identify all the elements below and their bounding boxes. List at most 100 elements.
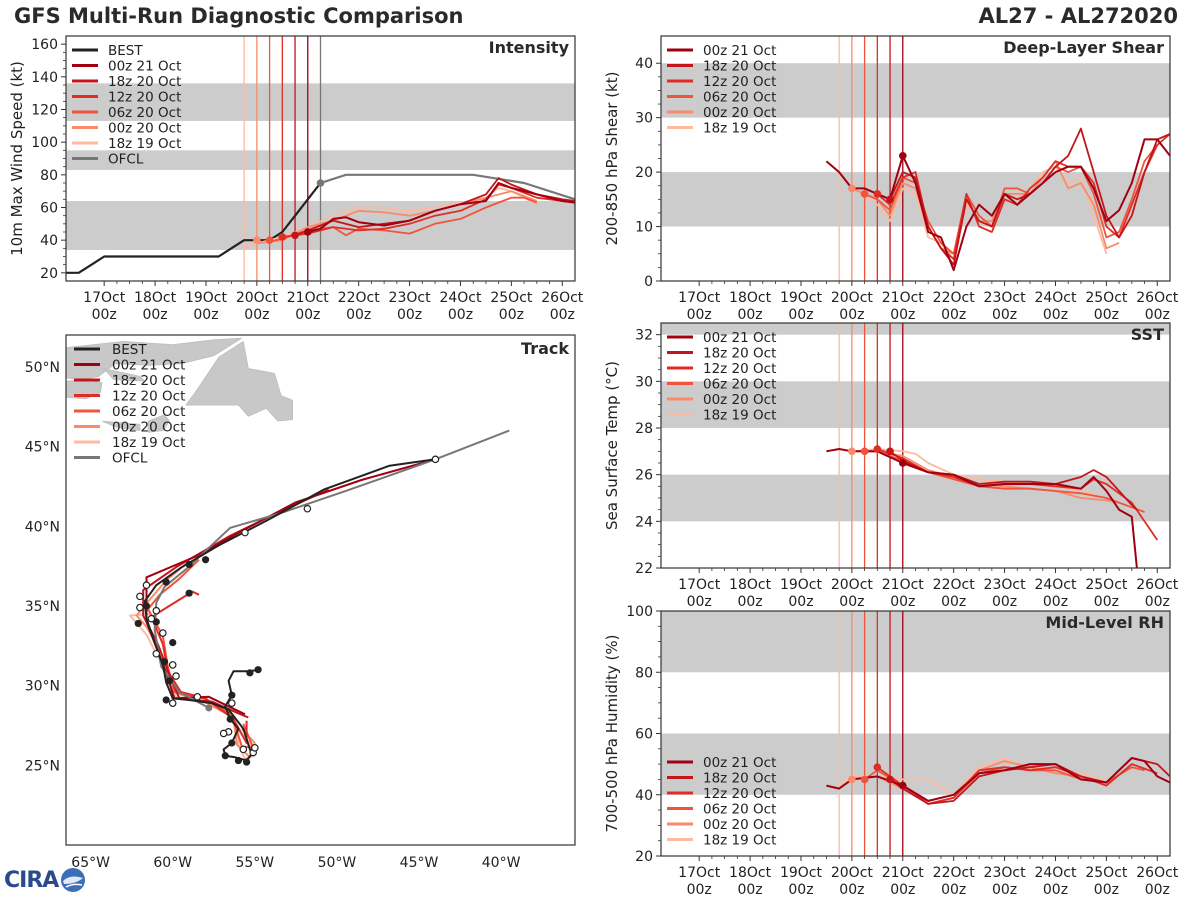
legend-label: OFCL — [108, 152, 144, 168]
shear-panel: 01020304017Oct00z18Oct00z19Oct00z20Oct00… — [603, 35, 1179, 323]
x-tick-label-hour: 00z — [397, 307, 422, 323]
best-position-marker-filled — [165, 677, 174, 685]
shaded-band — [661, 63, 1170, 118]
best-position-marker-open — [239, 745, 248, 754]
y-tick-label: 100 — [31, 135, 58, 151]
panel-title: SST — [1131, 325, 1164, 344]
series-line-ofcl — [320, 173, 576, 201]
legend-label: 18z 20 Oct — [108, 74, 181, 90]
init-marker — [291, 231, 299, 240]
series-line-00z-21-oct — [826, 757, 1171, 802]
x-tick-label-hour: 00z — [1145, 594, 1170, 610]
init-marker — [898, 459, 907, 467]
best-position-marker-filled — [134, 619, 142, 628]
x-tick-label-date: 24Oct — [1034, 577, 1077, 593]
y-tick-label: 80 — [635, 665, 653, 681]
x-tick-label-date: 18Oct — [729, 577, 772, 593]
x-tick-label-hour: 00z — [890, 594, 915, 610]
init-marker — [848, 447, 856, 456]
x-tick-label-hour: 00z — [788, 594, 813, 610]
intensity-panel: 2040608010012014016017Oct00z18Oct00z19Oc… — [8, 35, 584, 323]
best-position-marker-open — [136, 603, 144, 612]
y-tick-label: 30 — [635, 111, 653, 127]
sst-panel: 22242628303217Oct00z18Oct00z19Oct00z20Oc… — [603, 322, 1179, 610]
best-position-marker-open — [152, 606, 161, 615]
y-tick-label: 100 — [626, 604, 653, 620]
legend-label: 18z 20 Oct — [703, 346, 776, 362]
x-tick-label-date: 19Oct — [780, 577, 823, 593]
x-tick-label-hour: 00z — [788, 882, 813, 898]
x-tick-label-hour: 00z — [941, 307, 966, 323]
init-marker — [886, 775, 894, 784]
init-marker — [873, 445, 882, 453]
x-tick-label-date: 25Oct — [490, 290, 533, 306]
legend-label: 00z 20 Oct — [703, 817, 776, 833]
legend-label: OFCL — [112, 451, 148, 467]
best-position-marker-open — [136, 592, 144, 601]
legend-label: 12z 20 Oct — [703, 361, 776, 377]
shaded-band — [661, 381, 1170, 428]
init-marker — [265, 236, 274, 244]
legend-label: 12z 20 Oct — [108, 90, 181, 106]
x-tick-label-date: 20Oct — [831, 865, 874, 881]
x-tick-label-date: 19Oct — [185, 290, 228, 306]
x-tick-label-hour: 00z — [244, 307, 269, 323]
best-position-marker-filled — [162, 578, 170, 586]
best-position-marker-open — [159, 629, 167, 637]
best-position-marker-filled — [228, 739, 236, 747]
best-position-marker-open — [241, 528, 249, 537]
ofcl-position-marker — [205, 704, 213, 712]
x-tick-label-date: 21Oct — [882, 865, 925, 881]
legend-label: 18z 20 Oct — [703, 771, 776, 787]
panel-title: Track — [521, 339, 569, 358]
x-tick-label-date: 24Oct — [1034, 865, 1077, 881]
lon-tick-label: 40°W — [482, 855, 521, 871]
best-position-marker-filled — [162, 696, 170, 704]
lat-tick-label: 30°N — [25, 679, 60, 695]
x-tick-label-date: 18Oct — [729, 290, 772, 306]
best-position-marker-filled — [142, 602, 151, 610]
x-tick-label-hour: 00z — [687, 882, 712, 898]
series-line-06z-20-oct — [864, 144, 1159, 255]
map-contents — [66, 337, 510, 766]
y-tick-label: 120 — [31, 103, 58, 119]
series-line-18z-19-oct — [243, 186, 538, 248]
series-line-00z-21-oct — [826, 448, 1138, 569]
best-position-marker-open — [152, 649, 161, 658]
x-tick-label-date: 20Oct — [236, 290, 279, 306]
x-tick-label-hour: 00z — [346, 307, 371, 323]
lon-tick-label: 45°W — [400, 855, 439, 871]
legend-label: 06z 20 Oct — [703, 90, 776, 106]
x-tick-label-hour: 00z — [1145, 882, 1170, 898]
y-tick-label: 40 — [635, 788, 653, 804]
panel-title: Intensity — [489, 38, 570, 57]
legend-label: 06z 20 Oct — [703, 377, 776, 393]
landmass — [101, 420, 141, 432]
y-tick-label: 60 — [40, 201, 58, 217]
x-tick-label-hour: 00z — [839, 594, 864, 610]
init-marker — [898, 781, 907, 790]
y-tick-label: 40 — [635, 56, 653, 72]
y-tick-label: 20 — [40, 266, 58, 282]
legend-label: 18z 19 Oct — [112, 435, 185, 451]
x-tick-label-date: 17Oct — [678, 577, 721, 593]
series-line-00z-21-oct — [307, 182, 576, 233]
x-tick-label-hour: 00z — [992, 882, 1017, 898]
y-axis-label: Sea Surface Temp (°C) — [603, 361, 621, 530]
series-line-06z-20-oct — [269, 196, 538, 243]
y-tick-label: 80 — [40, 168, 58, 184]
lat-tick-label: 50°N — [25, 360, 60, 376]
y-tick-label: 40 — [40, 233, 58, 249]
init-marker — [873, 763, 882, 771]
x-tick-label-hour: 00z — [448, 307, 473, 323]
legend-label: 00z 21 Oct — [703, 330, 776, 346]
init-marker — [860, 447, 869, 456]
cira-logo-text: CIRA — [4, 867, 59, 893]
y-tick-label: 20 — [635, 165, 653, 181]
legend-label: BEST — [112, 342, 147, 358]
x-tick-label-date: 25Oct — [1085, 865, 1128, 881]
x-tick-label-date: 26Oct — [1136, 290, 1179, 306]
globe-icon — [61, 868, 86, 892]
legend-label: 00z 20 Oct — [703, 105, 776, 121]
x-tick-label-date: 23Oct — [984, 290, 1027, 306]
